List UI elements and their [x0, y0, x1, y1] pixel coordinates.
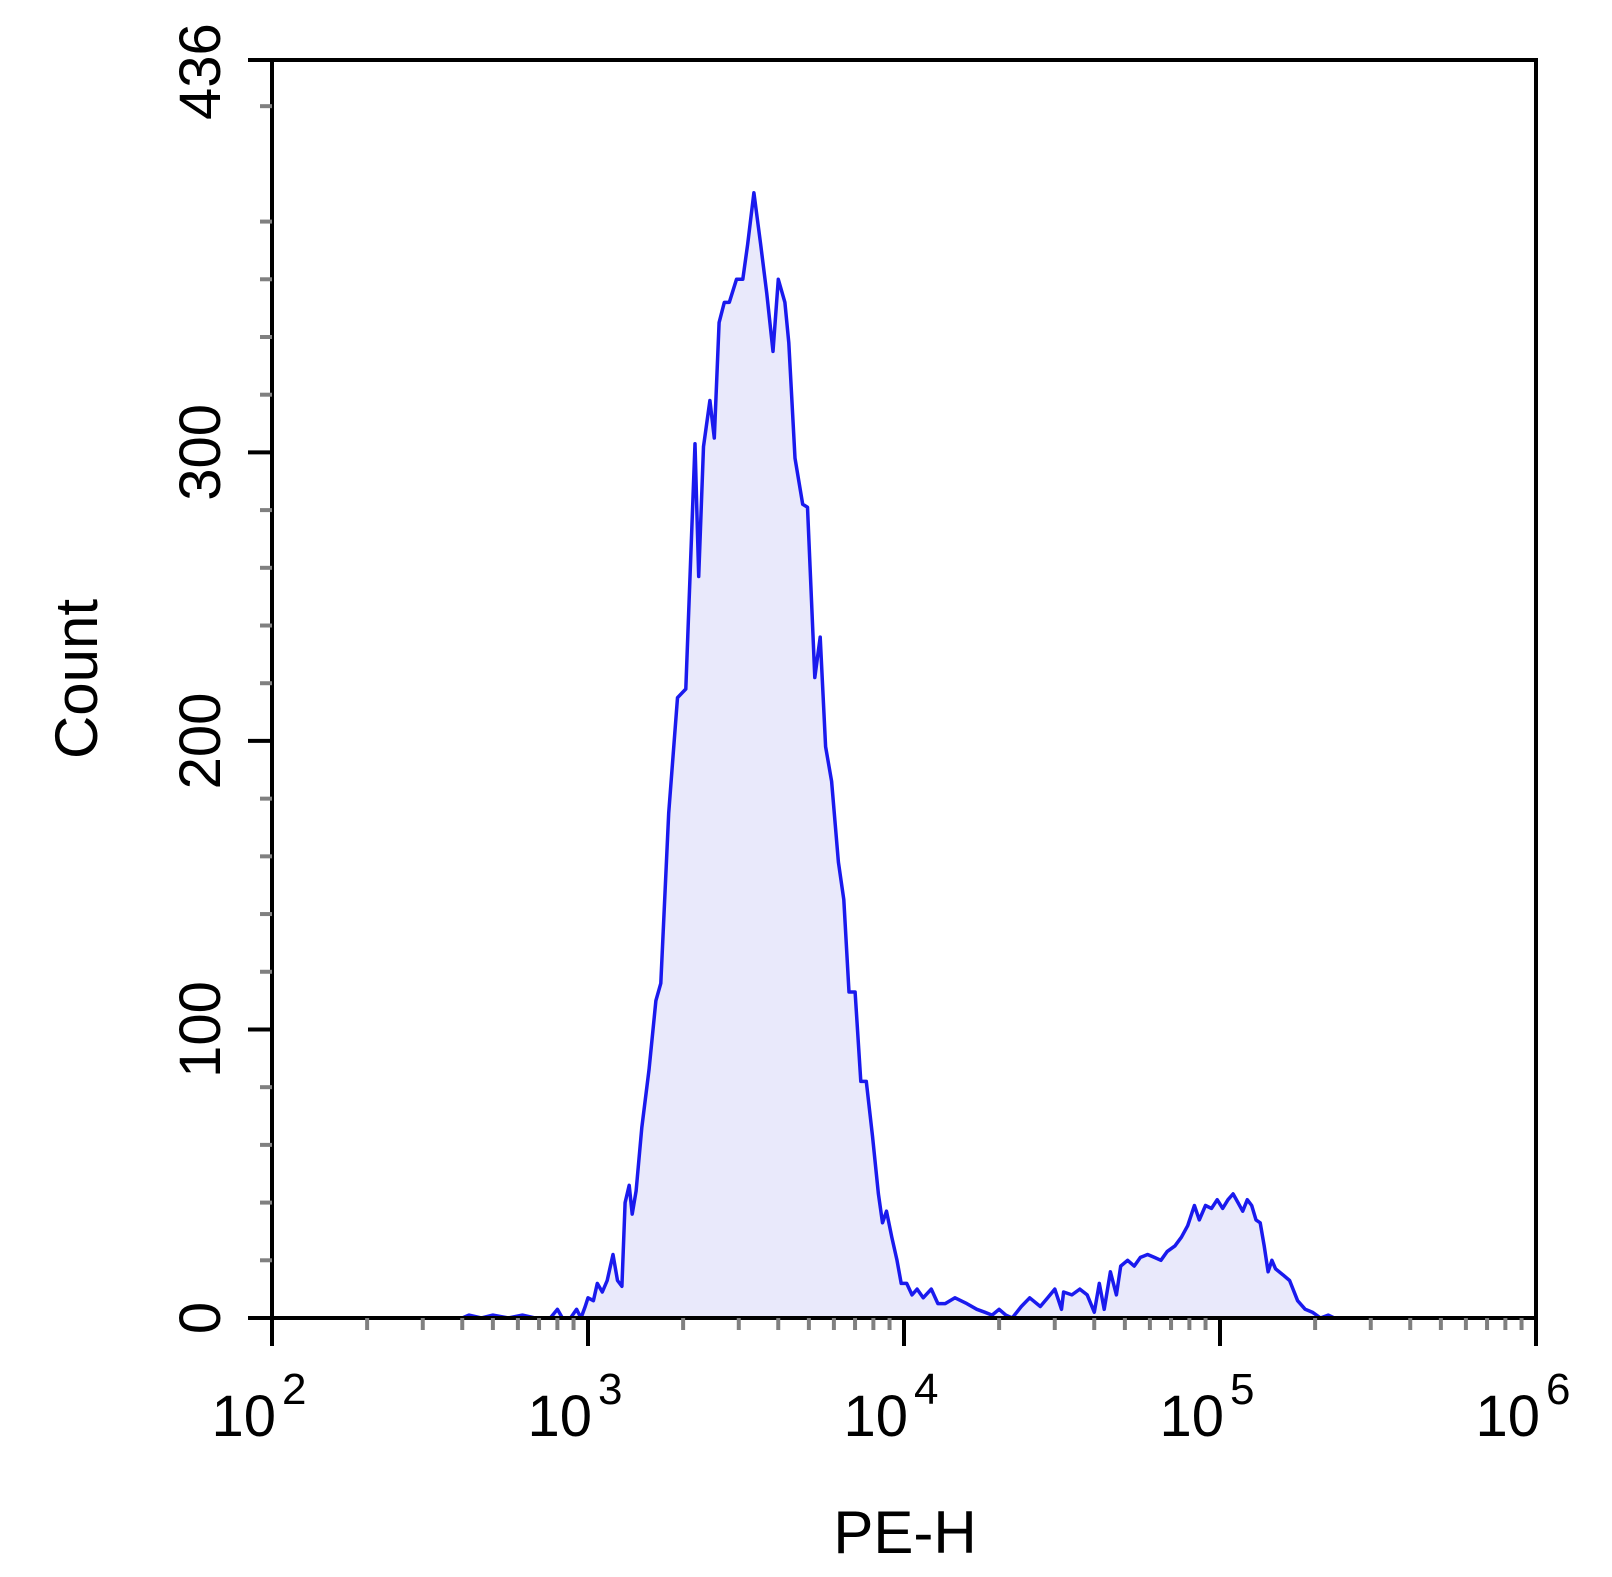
axis-ticks: [248, 58, 1538, 1346]
plot-frame: [270, 58, 1538, 1320]
y-tick-label: 0: [168, 1302, 233, 1334]
y-tick-label: 100: [168, 981, 233, 1078]
x-tick-label-base: 10: [1475, 1384, 1540, 1449]
histogram-line: [461, 190, 1357, 1320]
x-tick-label-base: 10: [211, 1384, 276, 1449]
x-tick-label-base: 10: [843, 1384, 908, 1449]
x-tick-label-exponent: 4: [914, 1365, 938, 1414]
x-tick-label-exponent: 3: [598, 1365, 622, 1414]
x-tick-label-base: 10: [527, 1384, 592, 1449]
x-tick-label-exponent: 2: [282, 1365, 306, 1414]
histogram-area: [461, 190, 1357, 1320]
y-tick-labels: 0 100 200 300 436: [168, 23, 233, 1334]
x-axis-title: PE-H: [833, 1499, 976, 1566]
y-tick-label: 300: [168, 404, 233, 501]
x-tick-label-base: 10: [1159, 1384, 1224, 1449]
plot-axes: [270, 58, 1538, 1320]
y-tick-label: 436: [168, 23, 233, 120]
histogram-fill: [462, 192, 1357, 1319]
y-axis-title: Count: [43, 599, 110, 759]
y-tick-label: 200: [168, 693, 233, 790]
x-tick-label-exponent: 6: [1546, 1365, 1570, 1414]
x-tick-label-exponent: 5: [1230, 1365, 1254, 1414]
x-tick-labels: 10 2 10 3 10 4 10 5 10 6: [211, 1365, 1570, 1449]
